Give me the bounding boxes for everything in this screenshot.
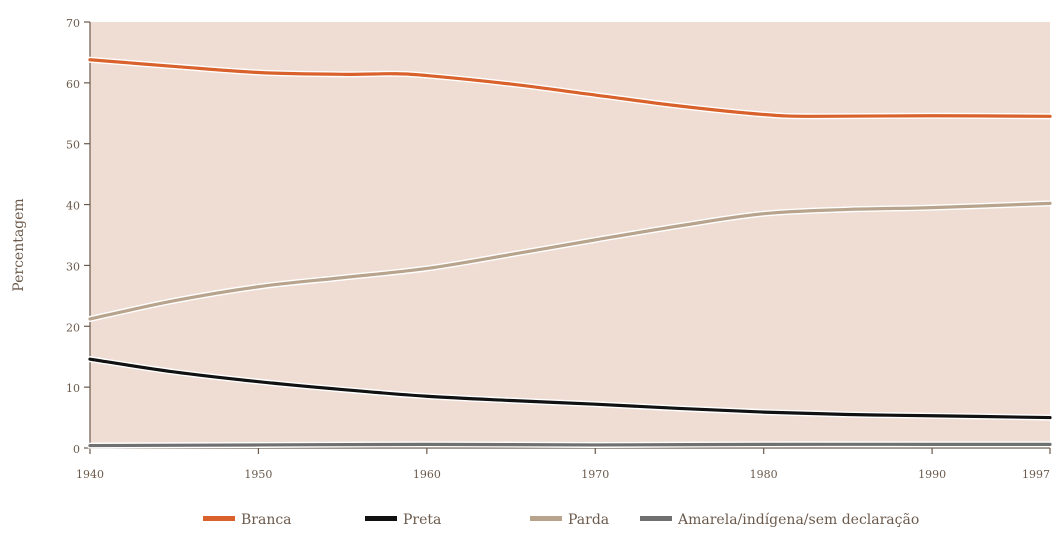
y-tick-label: 40	[66, 200, 80, 213]
plot-area	[90, 22, 1050, 448]
legend-label-amarela-indigena-sem-declaracao: Amarela/indígena/sem declaração	[677, 512, 919, 528]
series-line-parda	[88, 201, 1052, 321]
series-line-branca	[88, 58, 1052, 118]
series-line-preta	[88, 357, 1052, 420]
x-tick-label: 1950	[244, 468, 272, 481]
tick-labels: 0 10 20 30 40 50 60 70 1940 1950 1960 1970 1980 1990 1…	[66, 17, 1050, 481]
legend-label-branca: Branca	[241, 512, 292, 528]
y-tick-label: 20	[66, 321, 80, 334]
legend-swatch-amarela-indigena-sem-declaracao	[640, 516, 672, 521]
plot-background	[90, 22, 1050, 448]
legend: Branca Preta Parda Amarela/indígena/sem dec…	[203, 512, 919, 528]
legend-label-parda: Parda	[568, 512, 609, 528]
legend-swatch-parda	[530, 516, 562, 521]
x-tick-label: 1997	[1022, 468, 1050, 481]
x-tick-label: 1960	[413, 468, 441, 481]
legend-swatch-preta	[365, 516, 397, 521]
legend-swatch-branca	[203, 516, 235, 521]
legend-label-preta: Preta	[403, 512, 441, 528]
axes	[84, 21, 1051, 454]
series-layer	[87, 56, 1053, 449]
y-tick-label: 60	[66, 78, 80, 91]
y-tick-label: 50	[66, 139, 80, 152]
y-tick-label: 70	[66, 17, 80, 30]
y-tick-label: 30	[66, 260, 80, 273]
y-tick-label: 0	[73, 443, 80, 456]
y-tick-label: 10	[66, 382, 80, 395]
y-axis-title: Percentagem	[11, 198, 27, 291]
x-tick-label: 1940	[76, 468, 104, 481]
x-tick-label: 1980	[750, 468, 778, 481]
x-tick-label: 1990	[918, 468, 946, 481]
x-tick-label: 1970	[581, 468, 609, 481]
series-line-amarela-indigena-sem-declaracao	[88, 442, 1052, 448]
